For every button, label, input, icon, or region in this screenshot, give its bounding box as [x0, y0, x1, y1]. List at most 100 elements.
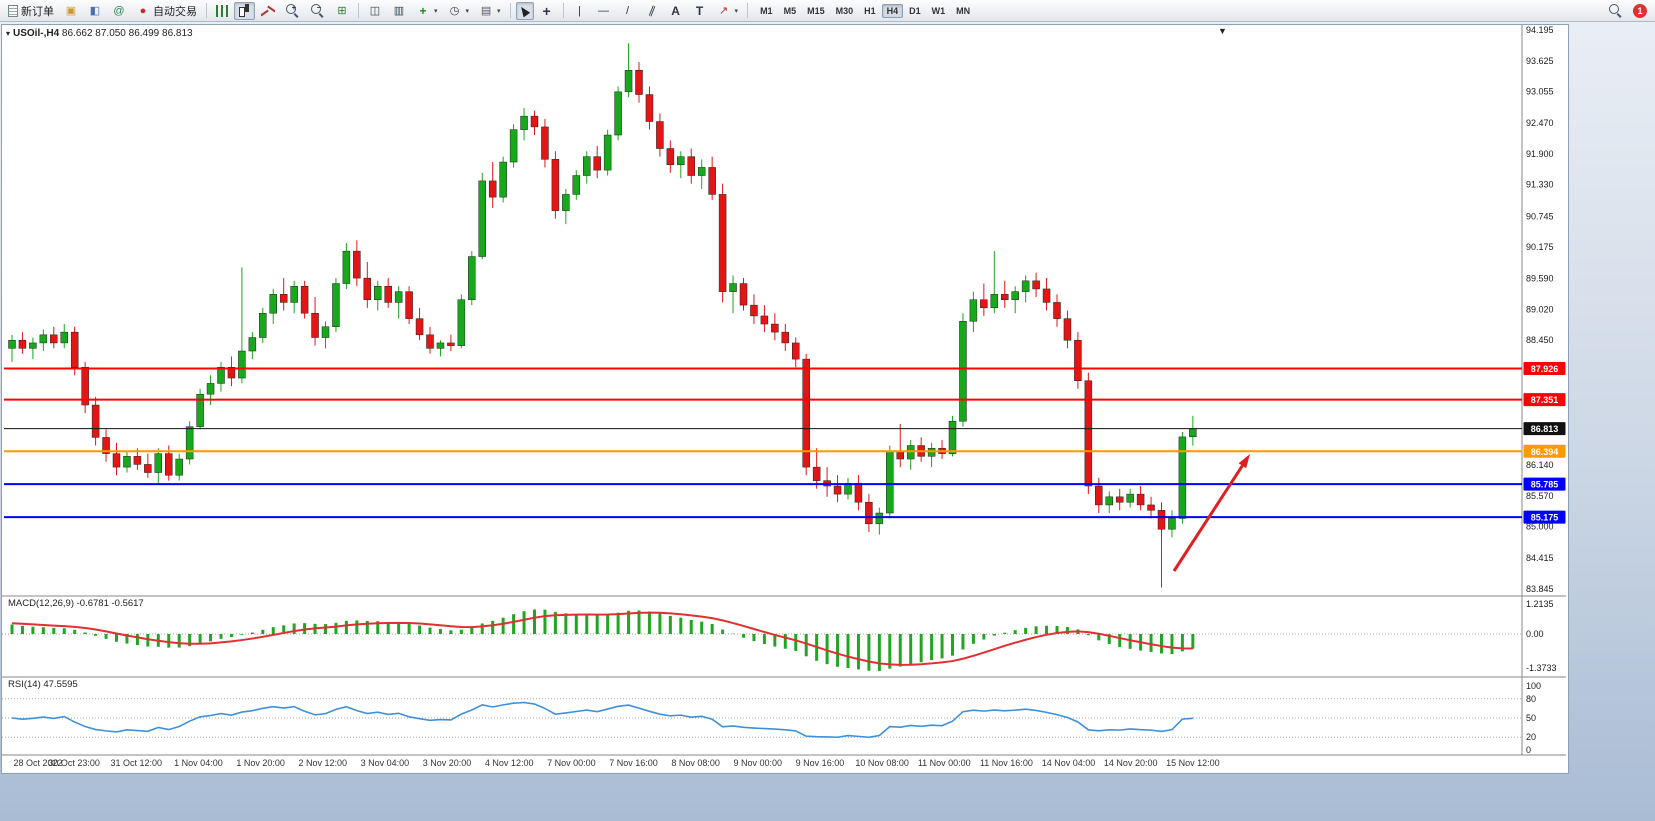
templates-button[interactable]: ▤ ▾	[475, 2, 505, 20]
rsi-name: RSI(14)	[8, 679, 41, 690]
svg-text:85.785: 85.785	[1531, 480, 1559, 490]
svg-text:94.195: 94.195	[1526, 25, 1554, 35]
timeframe-button-mn[interactable]: MN	[951, 4, 975, 18]
chart-shift-marker[interactable]: ▼	[1218, 26, 1227, 36]
svg-text:3 Nov 20:00: 3 Nov 20:00	[423, 758, 472, 768]
main-toolbar: 新订单 ▣ ◧ @ ● 自动交易 + − ⊞ ◫ ▥ + ▾ ◷ ▾ ▤ ▾ + | — / ∥ A T ↗ ▾ M1 M5 M15 M3…	[0, 0, 1655, 22]
vertical-line-button[interactable]: |	[569, 2, 591, 20]
trend-arrow-object[interactable]	[1172, 454, 1250, 572]
zoom-in-icon: +	[285, 3, 300, 18]
template-icon: ▤	[480, 4, 492, 17]
rsi-value: 47.5595	[43, 679, 78, 690]
cursor-button[interactable]	[515, 1, 534, 20]
timeframe-button-h4[interactable]: H4	[881, 3, 904, 18]
dropdown-caret-icon: ▾	[434, 7, 438, 15]
grid-button[interactable]: ⊞	[331, 2, 353, 20]
timeframe-button-m1[interactable]: M1	[755, 4, 778, 18]
periods-button[interactable]: ◷ ▾	[444, 2, 474, 20]
search-button[interactable]	[1604, 2, 1627, 20]
notification-badge[interactable]: 1	[1633, 3, 1647, 18]
price-badge-85.785: 85.785	[1523, 477, 1566, 491]
data-window-button[interactable]: @	[108, 2, 130, 20]
svg-text:9 Nov 16:00: 9 Nov 16:00	[796, 758, 845, 768]
text-label-button[interactable]: A	[665, 2, 687, 20]
svg-text:10 Nov 08:00: 10 Nov 08:00	[855, 758, 909, 768]
svg-text:14 Nov 04:00: 14 Nov 04:00	[1042, 758, 1096, 768]
trendline-button[interactable]: /	[617, 2, 639, 20]
candlestick-chart-button[interactable]	[234, 1, 255, 20]
zoom-in-button[interactable]: +	[281, 2, 304, 20]
toolbar-separator	[509, 3, 511, 18]
grid-icon: ⊞	[337, 4, 347, 17]
macd-indicator-label: MACD(12,26,9) -0.6781 -0.5617	[8, 598, 144, 609]
equidistant-channel-button[interactable]: ∥	[641, 2, 663, 20]
channel-icon: ∥	[646, 3, 657, 18]
timeframe-button-m30[interactable]: M30	[831, 4, 859, 18]
svg-text:30 Oct 23:00: 30 Oct 23:00	[48, 758, 100, 768]
line-chart-icon	[261, 5, 275, 17]
toolbar-separator	[358, 3, 359, 18]
new-chart-button[interactable]: + ▾	[412, 2, 442, 20]
text-label-icon: A	[671, 3, 680, 18]
timeframe-button-h1[interactable]: H1	[859, 4, 881, 18]
candlestick-icon	[238, 4, 251, 17]
auto-trading-button-label: 自动交易	[153, 5, 197, 18]
svg-text:14 Nov 20:00: 14 Nov 20:00	[1104, 758, 1158, 768]
chart-canvas[interactable]: 94.195 93.625 93.055 92.470 91.900 91.330 90.7…	[2, 25, 1566, 771]
zoom-out-button[interactable]: −	[306, 2, 329, 20]
toolbar-separator	[747, 3, 749, 18]
svg-text:85.175: 85.175	[1531, 513, 1559, 523]
panel-separators	[2, 25, 1566, 756]
search-icon	[1608, 3, 1623, 18]
svg-text:87.351: 87.351	[1531, 395, 1559, 405]
dropdown-caret-icon: ▾	[734, 7, 739, 15]
svg-text:31 Oct 12:00: 31 Oct 12:00	[111, 758, 163, 768]
svg-text:91.900: 91.900	[1526, 149, 1554, 159]
market-watch-button[interactable]: ◧	[84, 2, 106, 20]
timeframe-button-m15[interactable]: M15	[802, 4, 830, 18]
alerts-button[interactable]: ▣	[60, 2, 82, 20]
timeframe-button-m5[interactable]: M5	[779, 4, 802, 18]
price-badge-87.926: 87.926	[1523, 362, 1566, 376]
svg-text:84.415: 84.415	[1526, 553, 1554, 563]
svg-text:1 Nov 20:00: 1 Nov 20:00	[236, 758, 285, 768]
chart-collapse-icon[interactable]: ▾	[6, 29, 11, 38]
toolbar-separator	[562, 3, 564, 18]
svg-text:87.926: 87.926	[1531, 364, 1559, 374]
alerts-icon: ▣	[65, 4, 77, 17]
bar-chart-button[interactable]	[212, 2, 232, 20]
chart-symbol-label: ▾ USOil-,H4 86.662 87.050 86.499 86.813	[6, 28, 193, 39]
macd-signal-line	[11, 611, 1193, 666]
price-badge-86.394: 86.394	[1523, 444, 1566, 458]
tile-windows-icon: ◫	[369, 4, 381, 17]
svg-text:7 Nov 16:00: 7 Nov 16:00	[609, 758, 658, 768]
svg-text:85.570: 85.570	[1526, 491, 1554, 501]
timeframe-button-w1[interactable]: W1	[927, 4, 951, 18]
svg-text:80: 80	[1526, 694, 1536, 704]
price-axis: 94.195 93.625 93.055 92.470 91.900 91.330 90.7…	[1526, 25, 1554, 594]
timeframe-button-d1[interactable]: D1	[904, 4, 926, 18]
svg-text:0.00: 0.00	[1526, 629, 1544, 639]
chart-window[interactable]: 94.195 93.625 93.055 92.470 91.900 91.330 90.7…	[1, 24, 1569, 774]
macd-name: MACD(12,26,9)	[8, 598, 74, 609]
text-box-icon: T	[695, 3, 704, 18]
cascade-windows-button[interactable]: ▥	[388, 2, 410, 20]
arrow-object-icon: ↗	[718, 4, 729, 17]
auto-trading-dot-icon: ●	[139, 4, 147, 17]
candlestick-series	[8, 43, 1197, 588]
tile-windows-button[interactable]: ◫	[364, 2, 386, 20]
new-order-button[interactable]: 新订单	[4, 2, 58, 20]
line-chart-button[interactable]	[257, 2, 279, 20]
macd-values: -0.6781 -0.5617	[76, 598, 144, 609]
svg-text:89.590: 89.590	[1526, 274, 1554, 284]
crosshair-button[interactable]: +	[536, 2, 558, 20]
horizontal-line-button[interactable]: —	[593, 2, 615, 20]
auto-trading-button[interactable]: ● 自动交易	[132, 2, 201, 20]
arrows-tool-button[interactable]: ↗ ▾	[713, 2, 743, 20]
svg-text:2 Nov 12:00: 2 Nov 12:00	[298, 758, 347, 768]
dropdown-caret-icon: ▾	[465, 7, 470, 15]
text-box-button[interactable]: T	[689, 2, 711, 20]
rsi-panel	[11, 701, 1193, 739]
svg-text:4 Nov 12:00: 4 Nov 12:00	[485, 758, 534, 768]
